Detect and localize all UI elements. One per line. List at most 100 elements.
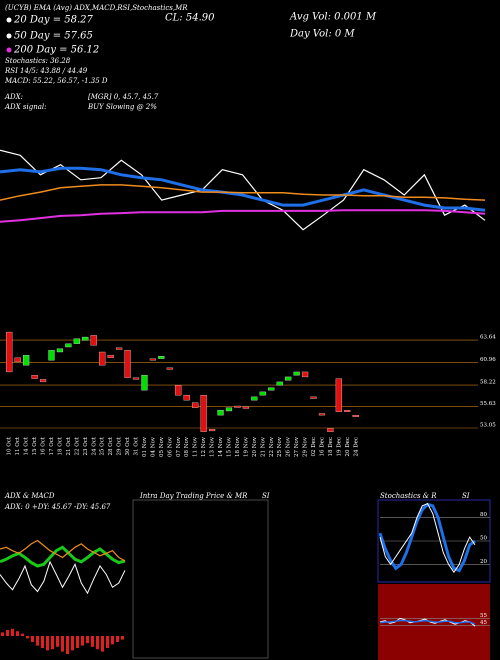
x-tick-label: 20 Dec: [345, 437, 351, 457]
bar: [41, 636, 44, 648]
candle: [217, 410, 224, 416]
candle: [149, 358, 157, 361]
candle: [132, 377, 140, 380]
candle: [293, 371, 300, 376]
line: [379, 619, 476, 625]
x-tick-label: 20 Nov: [252, 436, 258, 457]
panel-title: ADX & MACD: [4, 492, 55, 500]
x-tick-label: 27 Nov: [294, 436, 300, 457]
x-tick-label: 23 Oct: [83, 436, 89, 455]
candle: [192, 402, 199, 408]
x-tick-label: 21 Oct: [66, 436, 72, 455]
panel-title: Intra Day Trading Price & MR: [139, 492, 248, 500]
candle: [335, 378, 342, 412]
candle: [39, 379, 47, 383]
candle: [115, 347, 123, 350]
candle: [285, 376, 292, 381]
x-tick-label: 17 Oct: [49, 436, 55, 455]
x-tick-label: 14 Nov: [218, 436, 224, 457]
x-tick-label: 12 Nov: [201, 436, 207, 457]
y-tick-label: 60.96: [480, 357, 496, 363]
x-tick-label: 26 Nov: [286, 436, 292, 457]
bar: [101, 636, 104, 652]
line: [0, 545, 126, 568]
candle: [65, 343, 72, 348]
bar: [31, 636, 34, 642]
x-tick-label: 19 Nov: [243, 436, 249, 457]
candle: [208, 429, 216, 432]
x-tick-label: 30 Oct: [125, 436, 131, 455]
bar: [16, 631, 19, 636]
x-tick-label: 15 Oct: [32, 436, 38, 455]
bar: [111, 636, 114, 645]
signal-label: ADX signal:: [4, 103, 46, 111]
candle: [166, 367, 173, 370]
x-tick-label: 06 Nov: [167, 436, 173, 457]
candle: [183, 395, 190, 401]
adx-label: ADX:: [4, 93, 23, 101]
x-tick-label: 18 Oct: [57, 436, 63, 455]
x-tick-label: 22 Oct: [74, 436, 80, 455]
y-tick-label: 50: [480, 536, 487, 542]
intraday-frame: [132, 499, 269, 659]
y-tick-label: 45: [480, 620, 487, 626]
candle: [48, 350, 55, 361]
x-tick-label: 02 Dec: [311, 437, 317, 457]
x-tick-label: 29 Oct: [117, 436, 123, 455]
x-tick-label: 25 Nov: [277, 436, 283, 457]
candle: [318, 413, 326, 416]
x-tick-label: 14 Oct: [24, 436, 30, 455]
line: [379, 502, 476, 574]
candle: [234, 405, 241, 408]
x-tick-label: 05 Nov: [159, 436, 165, 457]
x-tick-label: 07 Nov: [176, 436, 182, 457]
x-tick-label: 13 Nov: [210, 436, 216, 457]
x-tick-label: 31 Oct: [134, 436, 140, 455]
x-tick-label: 04 Nov: [150, 436, 156, 457]
rsi-value: RSI 14/5: 43.88 / 44.49: [4, 67, 88, 75]
candle: [352, 414, 359, 417]
bar: [46, 636, 49, 651]
legend-dot: [6, 47, 12, 53]
candle: [73, 338, 80, 344]
x-tick-label: 21 Nov: [260, 436, 266, 457]
x-tick-label: 10 Oct: [7, 436, 13, 455]
candle: [141, 375, 148, 391]
candle: [200, 395, 207, 432]
x-tick-label: 25 Oct: [100, 436, 106, 455]
bar: [56, 636, 59, 647]
line: [0, 539, 126, 562]
x-tick-label: 18 Dec: [328, 437, 334, 457]
line: [0, 166, 486, 212]
x-tick-label: 29 Nov: [303, 436, 309, 457]
x-tick-label: 11 Oct: [15, 436, 21, 455]
x-tick-label: 28 Oct: [108, 436, 114, 455]
bar: [91, 636, 94, 647]
x-tick-label: 24 Dec: [353, 437, 359, 457]
adx-value: [MGR] 0, 45.7, 45.7: [88, 93, 159, 101]
stoch-value: Stochastics: 36.28: [5, 57, 71, 65]
bar: [26, 636, 29, 639]
x-tick-label: 16 Dec: [319, 437, 325, 457]
candle: [6, 331, 13, 373]
bar: [61, 636, 64, 652]
bar: [71, 636, 74, 651]
ema-50: 50 Day = 57.65: [14, 31, 93, 42]
candle: [327, 428, 334, 432]
y-tick-label: 53.05: [480, 423, 496, 429]
panel-title: SI: [262, 492, 270, 500]
candle: [158, 356, 165, 359]
ema-200: 200 Day = 56.12: [13, 45, 99, 56]
bar: [116, 636, 119, 642]
candle: [56, 348, 64, 353]
candle: [259, 391, 266, 396]
candle: [301, 371, 309, 378]
macd-value: MACD: 55.22, 56.57, -1.35 D: [4, 77, 108, 85]
line: [0, 209, 486, 223]
legend-dot: [6, 33, 12, 39]
x-tick-label: 01 Nov: [142, 436, 148, 457]
y-tick-label: 55.63: [480, 401, 496, 407]
panel-title: SI: [462, 492, 470, 500]
y-tick-label: 80: [480, 512, 487, 518]
